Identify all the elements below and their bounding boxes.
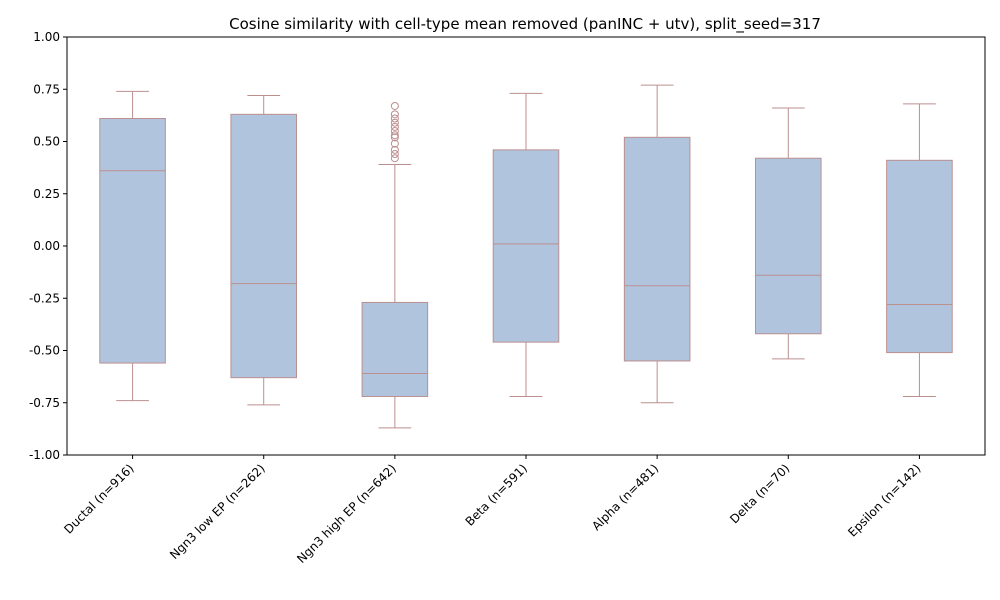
x-axis: Ductal (n=916) Ngn3 low EP (n=262) Ngn3 hi… (61, 455, 924, 566)
box-body (886, 159, 953, 354)
y-tick-label: -0.75 (29, 396, 60, 410)
box-4 (492, 92, 560, 397)
x-category-label: Ngn3 low EP (n=262) (167, 461, 268, 562)
x-category-label: Ductal (n=916) (61, 461, 136, 536)
box-body (492, 149, 560, 343)
outlier-point (390, 101, 399, 110)
x-category-label: Alpha (n=481) (589, 461, 661, 533)
outlier-point (390, 145, 399, 154)
x-category-label: Epsilon (n=142) (845, 461, 923, 539)
box-body (230, 113, 297, 379)
box-2 (230, 95, 297, 406)
box-body (755, 157, 822, 335)
y-tick-label: -0.50 (29, 344, 60, 358)
outlier-point (390, 127, 399, 136)
y-tick-label: -1.00 (29, 448, 60, 462)
chart-title: Cosine similarity with cell-type mean re… (229, 15, 821, 34)
y-tick-label: 0.00 (33, 239, 60, 253)
x-category-label: Ngn3 high EP (n=642) (294, 461, 399, 566)
box-1 (99, 90, 166, 402)
outlier-point (390, 114, 399, 123)
box-5 (623, 84, 691, 404)
x-category-label: Delta (n=70) (727, 461, 792, 526)
box-7 (886, 103, 953, 397)
y-tick-label: 0.50 (33, 135, 60, 149)
y-tick-label: -0.25 (29, 291, 60, 305)
box-body (99, 118, 166, 364)
box-6 (755, 107, 822, 360)
outlier-point (390, 122, 399, 131)
box-body (623, 136, 691, 362)
y-tick-label: 0.25 (33, 187, 60, 201)
outlier-point (390, 139, 399, 148)
boxes-group (99, 84, 953, 429)
outlier-point (390, 118, 399, 127)
y-axis: -1.00 -0.75 -0.50 -0.25 0.00 0.25 0.50 0.75 1.00 (29, 30, 67, 462)
box-body (361, 301, 429, 397)
y-tick-label: 0.75 (33, 82, 60, 96)
box-3 (361, 101, 429, 429)
outlier-point (390, 150, 399, 159)
outlier-point (390, 110, 399, 119)
outlier-point (390, 154, 399, 163)
outlier-point (390, 131, 399, 140)
outlier-point (390, 133, 399, 142)
x-category-label: Beta (n=591) (463, 461, 530, 528)
y-tick-label: 1.00 (33, 30, 60, 44)
